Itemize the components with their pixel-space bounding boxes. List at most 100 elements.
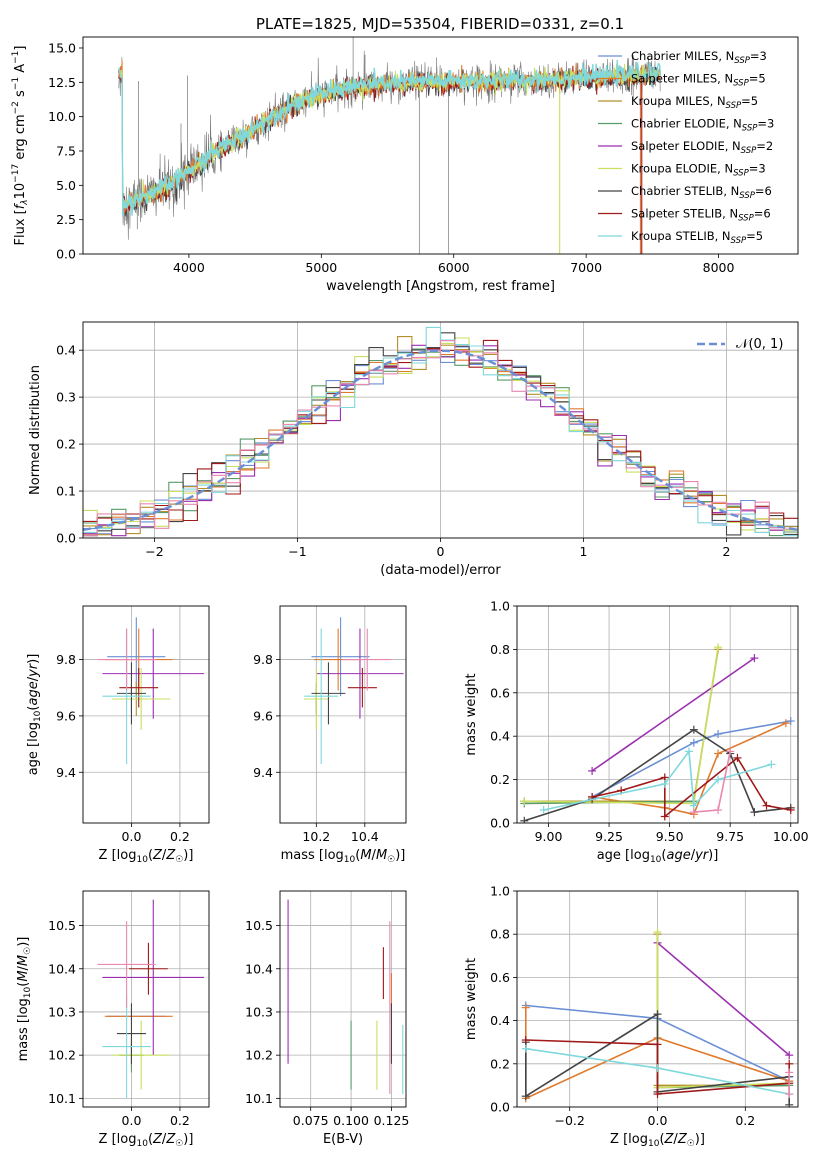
grid bbox=[83, 606, 209, 823]
y-tick-label: 0.4 bbox=[490, 729, 510, 744]
plot-area bbox=[517, 891, 798, 1107]
errorbar-point bbox=[304, 668, 329, 730]
series-marker bbox=[588, 766, 597, 775]
y-tick-label: 9.8 bbox=[253, 652, 273, 667]
y-tick-label: 0.0 bbox=[56, 531, 76, 546]
y-tick-label: 10.1 bbox=[48, 1091, 76, 1106]
legend-entry: Chabrier MILES, NSSP=3 bbox=[631, 49, 767, 66]
x-tick-label: 8000 bbox=[703, 260, 735, 275]
y-tick-label: 9.8 bbox=[56, 652, 76, 667]
grid bbox=[517, 606, 798, 823]
chart-title: PLATE=1825, MJD=53504, FIBERID=0331, z=0… bbox=[256, 15, 624, 33]
series-marker bbox=[521, 1092, 530, 1101]
y-tick-label: 10.5 bbox=[245, 918, 273, 933]
plot-area bbox=[83, 322, 798, 538]
series-marker bbox=[653, 1010, 662, 1019]
axes-frame bbox=[82, 36, 799, 255]
y-tick-label: 0.2 bbox=[56, 437, 76, 452]
errorbar-point bbox=[112, 668, 171, 730]
legend-entry: Salpeter ELODIE, NSSP=2 bbox=[631, 139, 773, 156]
series-marker bbox=[653, 1064, 662, 1073]
series-marker bbox=[521, 1044, 530, 1053]
axes-frame bbox=[82, 890, 210, 1108]
series-marker bbox=[689, 725, 698, 734]
y-tick-label: 0.0 bbox=[490, 1100, 510, 1115]
errorbar-point bbox=[116, 1003, 146, 1064]
series-marker bbox=[750, 654, 759, 663]
grid bbox=[280, 891, 406, 1107]
y-tick-label: 10.0 bbox=[48, 109, 76, 124]
legend: Chabrier MILES, NSSP=3 Salpeter MILES, NS… bbox=[598, 49, 774, 246]
mass-vs-metallicity-panel: 0.0 0.2 10.1 10.2 10.3 10.4 10.5 Z [log10(Z/Z☉)… bbox=[16, 890, 210, 1149]
series-marker bbox=[520, 816, 529, 823]
y-tick-label: 5.0 bbox=[56, 178, 76, 193]
y-tick-label: 9.4 bbox=[56, 765, 76, 780]
x-tick-label: 4000 bbox=[173, 260, 205, 275]
series-marker bbox=[762, 801, 771, 810]
legend-entry: Kroupa MILES, NSSP=5 bbox=[631, 94, 758, 111]
series-marker bbox=[653, 928, 662, 937]
errorbar-point bbox=[304, 628, 339, 764]
mass-vs-ebv-panel: 0.075 0.100 0.125 10.1 10.2 10.3 10.4 10.5 E(B-V… bbox=[245, 890, 409, 1147]
x-axis-label: E(B-V) bbox=[323, 1132, 363, 1147]
series-marker bbox=[785, 1100, 794, 1107]
y-tick-label: 1.0 bbox=[490, 599, 510, 614]
plot-area bbox=[517, 606, 798, 823]
series-marker bbox=[521, 1003, 530, 1012]
y-tick-label: 10.3 bbox=[48, 1004, 76, 1019]
x-tick-label: −2 bbox=[145, 544, 163, 559]
legend: 𝒩(0, 1) bbox=[697, 337, 783, 352]
series-marker bbox=[521, 1036, 530, 1045]
series-marker bbox=[653, 1090, 662, 1099]
y-axis-label: mass weight bbox=[464, 673, 479, 755]
y-tick-label: 10.5 bbox=[48, 918, 76, 933]
y-tick-label: 0.4 bbox=[490, 1013, 510, 1028]
axes-frame bbox=[279, 890, 407, 1108]
x-tick-label: 0 bbox=[437, 544, 445, 559]
plot-area bbox=[83, 891, 209, 1107]
series-marker bbox=[689, 808, 698, 817]
series-marker bbox=[714, 749, 723, 758]
grid bbox=[280, 606, 406, 823]
x-tick-label: 9.25 bbox=[595, 829, 623, 844]
x-tick-label: 0.075 bbox=[293, 1113, 329, 1128]
axes-frame bbox=[279, 605, 407, 824]
y-axis-label: Flux [fλ10−17 erg cm−2 s−1 A−1] bbox=[11, 46, 30, 246]
series-marker bbox=[689, 738, 698, 747]
y-axis-label: Normed distribution bbox=[28, 365, 43, 495]
weight-series bbox=[543, 749, 772, 811]
y-tick-label: 10.4 bbox=[245, 961, 273, 976]
grid bbox=[83, 891, 209, 1107]
y-tick-label: 0.4 bbox=[56, 343, 76, 358]
y-axis-label: mass [log10(M/M☉)] bbox=[16, 937, 33, 1062]
errorbar-point bbox=[97, 628, 156, 691]
y-axis-label: mass weight bbox=[464, 958, 479, 1040]
errorbar-point bbox=[119, 668, 159, 708]
x-tick-label: 10.2 bbox=[302, 829, 330, 844]
series-marker bbox=[786, 717, 795, 726]
x-tick-label: 0.2 bbox=[735, 1113, 755, 1128]
errorbar-point bbox=[316, 628, 404, 719]
series-marker bbox=[786, 805, 795, 814]
series-marker bbox=[726, 747, 735, 756]
series-marker bbox=[539, 805, 548, 814]
normal-curve bbox=[83, 349, 798, 531]
x-tick-label: 6000 bbox=[438, 260, 470, 275]
mass-weight-vs-metallicity-panel: −0.2 0.0 0.2 0.0 0.2 0.4 0.6 0.8 1.0 Z [log10(Z/Z… bbox=[464, 884, 799, 1149]
x-tick-label: 0.0 bbox=[122, 1113, 142, 1128]
legend-entry: Kroupa STELIB, NSSP=5 bbox=[631, 229, 763, 246]
series-marker bbox=[767, 760, 776, 769]
x-tick-label: 0.2 bbox=[170, 1113, 190, 1128]
errorbar-point bbox=[102, 994, 151, 1099]
y-tick-label: 10.2 bbox=[48, 1048, 76, 1063]
x-tick-label: 7000 bbox=[570, 260, 602, 275]
x-axis-label: Z [log10(Z/Z☉)] bbox=[610, 1132, 705, 1149]
y-tick-label: 7.5 bbox=[56, 143, 76, 158]
x-tick-label: 10.4 bbox=[351, 829, 379, 844]
x-tick-label: 0.0 bbox=[648, 1113, 668, 1128]
histogram-series bbox=[83, 340, 798, 537]
legend-entry: Salpeter MILES, NSSP=5 bbox=[631, 72, 766, 89]
histogram-series bbox=[83, 326, 798, 537]
y-tick-label: 10.1 bbox=[245, 1091, 273, 1106]
